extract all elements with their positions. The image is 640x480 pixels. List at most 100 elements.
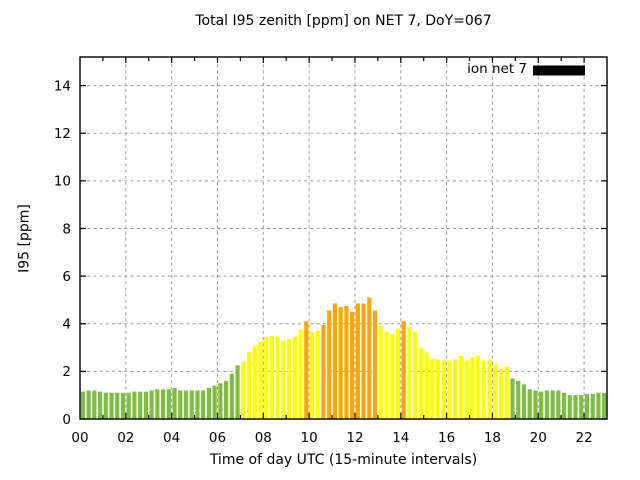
y-tick-label: 12: [54, 126, 71, 142]
bar: [361, 303, 366, 419]
bar: [178, 390, 183, 419]
x-tick-label: 10: [301, 430, 318, 446]
y-tick-label: 2: [62, 364, 71, 380]
bar: [120, 392, 126, 419]
bar: [476, 355, 481, 419]
bar: [264, 336, 269, 419]
bar: [470, 357, 475, 419]
bar: [458, 355, 464, 419]
bar: [527, 389, 532, 419]
bar: [269, 335, 275, 419]
bar: [424, 352, 429, 419]
bar: [327, 310, 332, 419]
y-tick-label: 6: [62, 269, 71, 285]
legend-label: ion net 7: [467, 61, 527, 77]
bar: [241, 361, 246, 419]
bar: [350, 311, 355, 419]
bar: [407, 327, 412, 419]
bar: [493, 364, 498, 419]
bar: [80, 391, 85, 419]
bar: [453, 359, 458, 419]
bar: [92, 390, 97, 419]
bar: [367, 297, 372, 419]
bar: [224, 380, 229, 419]
bar: [338, 307, 343, 419]
bar: [498, 368, 504, 419]
bar: [561, 392, 567, 419]
bar: [166, 389, 171, 419]
bar: [504, 366, 509, 419]
bar: [590, 393, 595, 419]
bar: [132, 391, 137, 419]
bar: [103, 392, 108, 419]
y-tick-label: 4: [62, 317, 71, 333]
x-tick-label: 16: [438, 430, 455, 446]
bar: [596, 392, 601, 419]
bar: [372, 310, 378, 419]
bar: [309, 332, 315, 419]
bar: [510, 378, 515, 419]
bar: [218, 383, 223, 419]
bar: [567, 395, 572, 419]
bar: [315, 330, 320, 419]
x-tick-label: 06: [209, 430, 226, 446]
bar: [533, 390, 538, 419]
bar: [441, 360, 446, 419]
bar: [206, 388, 211, 419]
bar: [183, 390, 189, 419]
bar: [521, 384, 527, 419]
bar: [481, 360, 486, 419]
bar: [292, 336, 297, 419]
bar: [384, 332, 389, 419]
bar: [556, 390, 561, 419]
bar: [516, 380, 521, 419]
bar: [212, 385, 217, 419]
y-tick-label: 8: [62, 221, 71, 237]
x-axis-label: Time of day UTC (15-minute intervals): [209, 452, 478, 468]
y-axis-label: I95 [ppm]: [16, 204, 33, 273]
x-tick-label: 22: [575, 430, 592, 446]
bar: [355, 303, 360, 419]
x-tick-label: 04: [163, 430, 180, 446]
bar: [390, 334, 395, 419]
bar: [544, 390, 549, 419]
bar: [602, 392, 607, 419]
bar: [246, 352, 252, 419]
bar: [344, 305, 349, 420]
x-tick-label: 20: [530, 430, 547, 446]
bar: [149, 390, 154, 419]
bar: [97, 391, 103, 419]
bar: [115, 392, 120, 419]
bar: [579, 395, 584, 419]
bar: [138, 391, 143, 419]
bar: [332, 303, 338, 419]
x-tick-label: 00: [71, 430, 88, 446]
x-tick-label: 02: [117, 430, 134, 446]
bar: [275, 336, 280, 419]
y-tick-label: 14: [54, 78, 71, 94]
bar: [172, 388, 177, 419]
bar: [229, 373, 234, 419]
y-tick-label: 0: [62, 412, 71, 428]
bar: [189, 390, 194, 419]
bar: [550, 390, 555, 419]
bar: [161, 389, 166, 419]
bar: [281, 340, 286, 419]
bar: [430, 358, 435, 419]
bar: [413, 332, 418, 419]
bar: [487, 359, 492, 419]
bar: [252, 346, 257, 419]
bar: [539, 391, 544, 419]
bar: [584, 393, 590, 419]
bar: [304, 321, 309, 419]
chart-title: Total I95 zenith [ppm] on NET 7, DoY=067: [195, 13, 492, 29]
bar: [378, 326, 383, 419]
bar: [418, 347, 423, 419]
bar: [464, 360, 469, 419]
bar: [109, 392, 114, 419]
bar: [435, 359, 441, 419]
bar: [195, 390, 200, 419]
x-tick-label: 12: [346, 430, 363, 446]
